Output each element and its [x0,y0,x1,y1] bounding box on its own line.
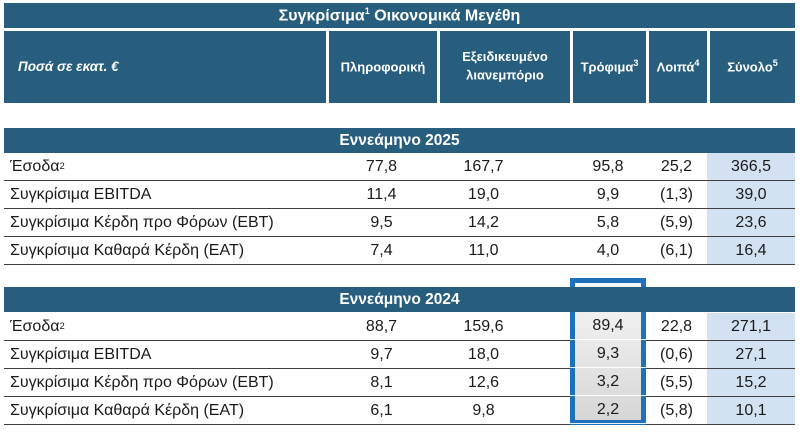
section-2024-rows: Έσοδα 2 88,7 159,6 89,4 22,8 271,1 Συγκρί… [4,313,795,425]
value-cell: (5,9) [660,213,693,231]
value-cell: 14,2 [467,213,500,231]
value-cell: 88,7 [365,317,398,335]
table-row-2025-revenue: Έσοδα 2 77,8 167,7 95,8 25,2 366,5 [4,153,795,181]
footnote-5-marker: 5 [772,57,778,68]
value-cell-total: 10,1 [707,397,795,424]
value-cell: 7,4 [370,241,393,259]
table-row-2024-ebt: Συγκρίσιμα Κέρδη προ Φόρων (EBT) 8,1 12,… [4,369,795,397]
row-label: Συγκρίσιμα EBITDA [10,345,152,363]
row-label: Συγκρίσιμα Κέρδη προ Φόρων (EBT) [10,213,274,231]
value-cell-total: 271,1 [707,313,795,340]
table-row-2025-ebt: Συγκρίσιμα Κέρδη προ Φόρων (EBT) 9,5 14,… [4,209,795,237]
value-cell: 9,9 [596,185,620,203]
value-cell: (0,6) [660,345,693,363]
table-row-2024-eat: Συγκρίσιμα Καθαρά Κέρδη (EAT) 6,1 9,8 2,… [4,397,795,425]
value-cell: 9,8 [472,401,495,419]
value-cell: 12,6 [467,373,500,391]
value-cell-total: 15,2 [707,369,795,396]
value-cell-total: 23,6 [707,209,795,236]
table-title: Συγκρίσιμα1 Οικονομικά Μεγέθη [278,5,521,25]
row-label: Συγκρίσιμα EBITDA [10,185,152,203]
section-2025-rows: Έσοδα 2 77,8 167,7 95,8 25,2 366,5 Συγκρί… [4,153,795,265]
value-cell-highlighted: 9,3 [570,341,646,368]
row-label: Συγκρίσιμα Κέρδη προ Φόρων (EBT) [10,373,274,391]
value-cell: 95,8 [592,157,624,175]
table-row-2024-revenue: Έσοδα 2 88,7 159,6 89,4 22,8 271,1 [4,313,795,341]
value-cell: 22,8 [660,317,693,335]
value-cell-total: 366,5 [707,153,795,180]
row-label: Συγκρίσιμα Καθαρά Κέρδη (EAT) [10,241,245,259]
value-cell: 167,7 [463,157,504,175]
value-cell: 6,1 [370,401,393,419]
section-header-2024: Εννεάμηνο 2024 [4,287,795,312]
table-row-2025-ebitda: Συγκρίσιμα EBITDA 11,4 19,0 9,9 (1,3) 39… [4,181,795,209]
value-cell-total: 27,1 [707,341,795,368]
row-label: Έσοδα 2 [10,157,65,175]
value-cell: 19,0 [467,185,500,203]
row-label: Συγκρίσιμα Καθαρά Κέρδη (EAT) [10,401,245,419]
value-cell-highlighted: 89,4 [570,313,646,340]
table-title-bar: Συγκρίσιμα1 Οικονομικά Μεγέθη [4,3,795,28]
value-cell: 5,8 [596,213,620,231]
value-cell: 9,5 [370,213,393,231]
value-cell-total: 16,4 [707,237,795,264]
footnote-2-marker: 2 [59,321,65,332]
column-header-specialized-retail: Εξειδικευμένο λιανεμπόριο [440,31,570,103]
table-row-2024-ebitda: Συγκρίσιμα EBITDA 9,7 18,0 9,3 (0,6) 27,… [4,341,795,369]
value-cell: (6,1) [660,241,693,259]
column-header-other: Λοιπά4 [649,31,707,103]
value-cell: 25,2 [660,157,693,175]
value-cell: 9,7 [370,345,393,363]
value-cell: (5,8) [660,401,693,419]
value-cell: (1,3) [660,185,693,203]
row-label: Έσοδα 2 [10,317,65,335]
section-header-2025: Εννεάμηνο 2025 [4,128,795,153]
value-cell: (5,5) [660,373,693,391]
footnote-2-marker: 2 [59,161,65,172]
column-header-food: Τρόφιμα3 [573,31,646,103]
value-cell: 77,8 [365,157,398,175]
value-cell: 11,0 [468,241,499,259]
footnote-4-marker: 4 [694,57,700,68]
footnote-1-marker: 1 [364,5,370,16]
column-header-amounts: Ποσά σε εκατ. € [4,31,326,103]
value-cell: 11,4 [366,185,397,203]
value-cell-total: 39,0 [707,181,795,208]
table-row-2025-eat: Συγκρίσιμα Καθαρά Κέρδη (EAT) 7,4 11,0 4… [4,237,795,265]
footnote-3-marker: 3 [633,57,639,68]
column-header-total: Σύνολο5 [710,31,795,103]
value-cell: 18,0 [467,345,500,363]
value-cell-highlighted: 3,2 [570,369,646,396]
value-cell: 8,1 [370,373,393,391]
column-header-row: Ποσά σε εκατ. € Πληροφορική Εξειδικευμέν… [4,31,795,103]
value-cell: 159,6 [463,317,504,335]
column-header-informatics: Πληροφορική [329,31,437,103]
value-cell-highlighted: 2,2 [570,397,646,424]
value-cell: 4,0 [596,241,620,259]
